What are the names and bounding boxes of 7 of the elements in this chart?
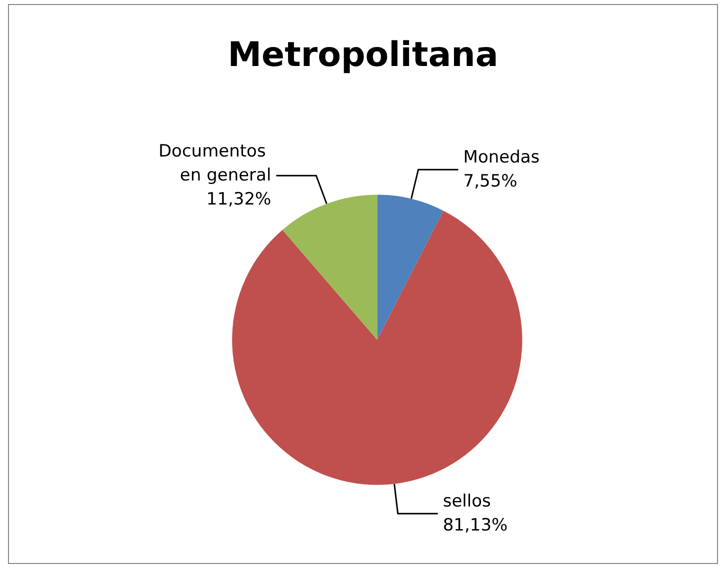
slice-label: Documentos en general <box>158 142 272 186</box>
chart-title: Metropolitana <box>228 35 498 75</box>
slice-label: Monedas <box>463 148 540 168</box>
data-label: 81,13% <box>442 516 508 536</box>
data-label: 11,32% <box>206 190 272 210</box>
data-label: 7,55% <box>463 172 518 192</box>
slice-label: sellos <box>442 492 492 512</box>
